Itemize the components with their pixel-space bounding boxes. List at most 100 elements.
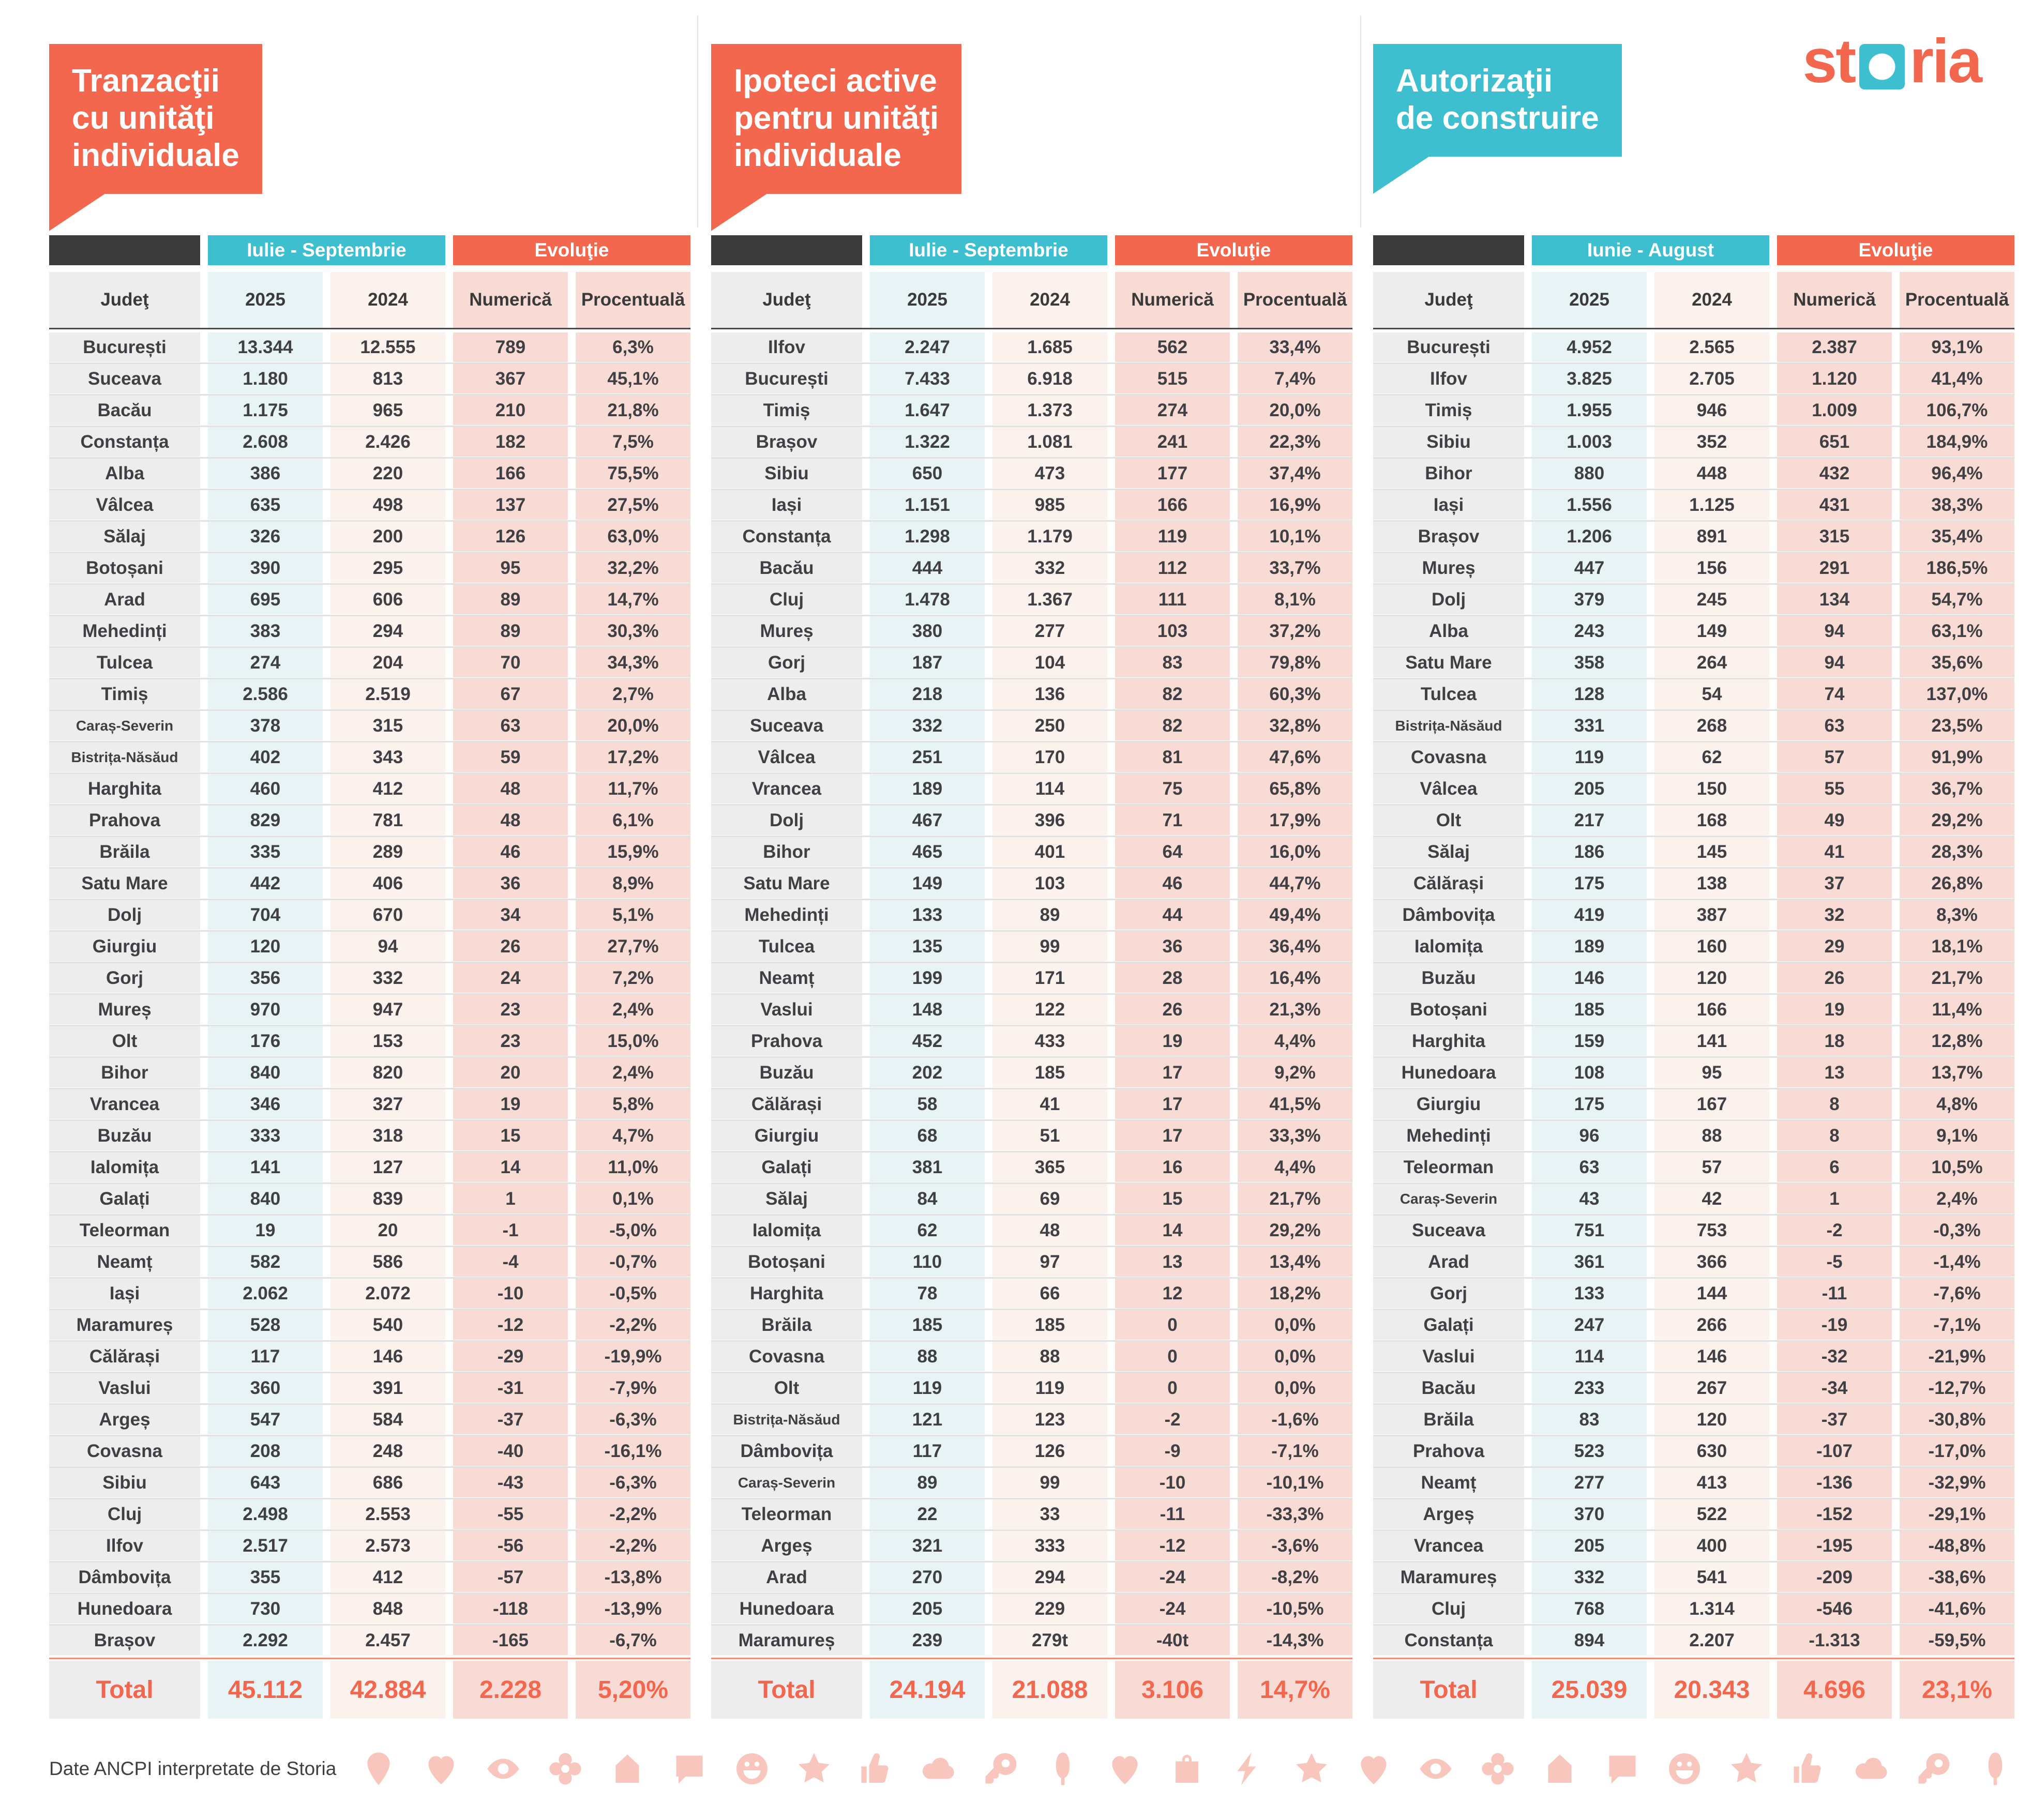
value-cell: -29,1% — [1900, 1499, 2014, 1529]
value-cell: 18,1% — [1900, 932, 2014, 961]
value-cell: 64 — [1115, 837, 1230, 867]
county-cell: Dâmbovița — [711, 1436, 862, 1466]
value-cell: 751 — [1532, 1216, 1647, 1245]
value-cell: 327 — [330, 1089, 445, 1119]
table-rows: București 4.952 2.565 2.387 93,1% Ilfov 3.825 2… — [1373, 332, 2014, 1655]
value-cell: 13,7% — [1900, 1058, 2014, 1087]
value-cell: 117 — [870, 1436, 985, 1466]
value-cell: 47,6% — [1238, 742, 1352, 772]
value-cell: 4,4% — [1238, 1152, 1352, 1182]
county-cell: Bihor — [711, 837, 862, 867]
value-cell: 326 — [208, 522, 323, 551]
value-cell: -10,5% — [1238, 1594, 1352, 1624]
value-cell: 7,2% — [576, 963, 690, 993]
value-cell: 20,0% — [576, 711, 690, 740]
value-cell: 82 — [1115, 711, 1230, 740]
county-cell: Galați — [49, 1184, 200, 1214]
total-percent: 5,20% — [576, 1661, 690, 1719]
value-cell: -57 — [453, 1563, 568, 1592]
column-header-2025: 2025 — [1532, 272, 1647, 328]
county-cell: Mehedinți — [49, 616, 200, 646]
value-cell: 82 — [1115, 679, 1230, 709]
county-cell: Brăila — [1373, 1405, 1524, 1434]
value-cell: 419 — [1532, 900, 1647, 930]
value-cell: 69 — [992, 1184, 1107, 1214]
value-cell: 321 — [870, 1531, 985, 1560]
value-cell: 35,6% — [1900, 648, 2014, 677]
county-cell: Mureș — [49, 995, 200, 1024]
value-cell: 44,7% — [1238, 869, 1352, 898]
value-cell: -1,6% — [1238, 1405, 1352, 1434]
value-cell: -107 — [1777, 1436, 1892, 1466]
value-cell: -17,0% — [1900, 1436, 2014, 1466]
value-cell: 0 — [1115, 1310, 1230, 1340]
county-cell: Sălaj — [1373, 837, 1524, 867]
value-cell: 21,7% — [1238, 1184, 1352, 1214]
value-cell: 277 — [992, 616, 1107, 646]
value-cell: 670 — [330, 900, 445, 930]
county-cell: Covasna — [49, 1436, 200, 1466]
county-cell: Bistrița-Năsăud — [711, 1405, 862, 1434]
value-cell: 63 — [453, 711, 568, 740]
county-cell: Timiș — [1373, 396, 1524, 425]
value-cell: 182 — [453, 427, 568, 457]
value-cell: 146 — [330, 1342, 445, 1371]
county-cell: Dolj — [711, 806, 862, 835]
county-cell: Dâmbovița — [49, 1563, 200, 1592]
value-cell: 22,3% — [1238, 427, 1352, 457]
tables-area: Tranzacţii cu unităţi individuale Iulie … — [49, 44, 2014, 1719]
county-cell: Dolj — [1373, 585, 1524, 614]
value-cell: 4,8% — [1900, 1089, 2014, 1119]
value-cell: 891 — [1654, 522, 1769, 551]
value-cell: 108 — [1532, 1058, 1647, 1087]
value-cell: 355 — [208, 1563, 323, 1592]
value-cell: 239 — [870, 1626, 985, 1655]
value-cell: 264 — [1654, 648, 1769, 677]
value-cell: 241 — [1115, 427, 1230, 457]
value-cell: 233 — [1532, 1373, 1647, 1403]
value-cell: 2.573 — [330, 1531, 445, 1560]
logo-o-square-icon — [1859, 44, 1905, 89]
county-cell: Botoșani — [1373, 995, 1524, 1024]
county-cell: Constanța — [711, 522, 862, 551]
source-note: Date ANCPI interpretate de Storia — [49, 1758, 337, 1779]
column-header-row: Judeţ 2025 2024 Numerică Procentuală — [1373, 272, 2014, 328]
value-cell: 19 — [1115, 1026, 1230, 1056]
value-cell: 10,1% — [1238, 522, 1352, 551]
heart-icon — [423, 1750, 460, 1787]
value-cell: 128 — [1532, 679, 1647, 709]
value-cell: 89 — [870, 1468, 985, 1497]
county-cell: Bacău — [711, 553, 862, 583]
value-cell: 8,9% — [576, 869, 690, 898]
value-cell: 126 — [992, 1436, 1107, 1466]
value-cell: 1.175 — [208, 396, 323, 425]
value-cell: 13,4% — [1238, 1247, 1352, 1277]
column-header-2025: 2025 — [208, 272, 323, 328]
value-cell: 37 — [1777, 869, 1892, 898]
value-cell: 187 — [870, 648, 985, 677]
value-cell: 16,4% — [1238, 963, 1352, 993]
value-cell: 1.003 — [1532, 427, 1647, 457]
value-cell: 121 — [870, 1405, 985, 1434]
value-cell: 15,9% — [576, 837, 690, 867]
value-cell: 820 — [330, 1058, 445, 1087]
county-cell: Constanța — [1373, 1626, 1524, 1655]
value-cell: 5,1% — [576, 900, 690, 930]
value-cell: 57 — [1777, 742, 1892, 772]
value-cell: -6,7% — [576, 1626, 690, 1655]
smiley-icon — [733, 1750, 771, 1787]
value-cell: 112 — [1115, 553, 1230, 583]
value-cell: 1.955 — [1532, 396, 1647, 425]
value-cell: 26 — [1777, 963, 1892, 993]
value-cell: 171 — [992, 963, 1107, 993]
value-cell: 84 — [870, 1184, 985, 1214]
total-percent: 14,7% — [1238, 1661, 1352, 1719]
value-cell: 562 — [1115, 332, 1230, 362]
value-cell: 8 — [1777, 1121, 1892, 1150]
decorative-icon-row — [360, 1750, 2014, 1787]
value-cell: 352 — [1654, 427, 1769, 457]
value-cell: 2.553 — [330, 1499, 445, 1529]
value-cell: 295 — [330, 553, 445, 583]
county-cell: Arad — [49, 585, 200, 614]
county-cell: Sibiu — [1373, 427, 1524, 457]
